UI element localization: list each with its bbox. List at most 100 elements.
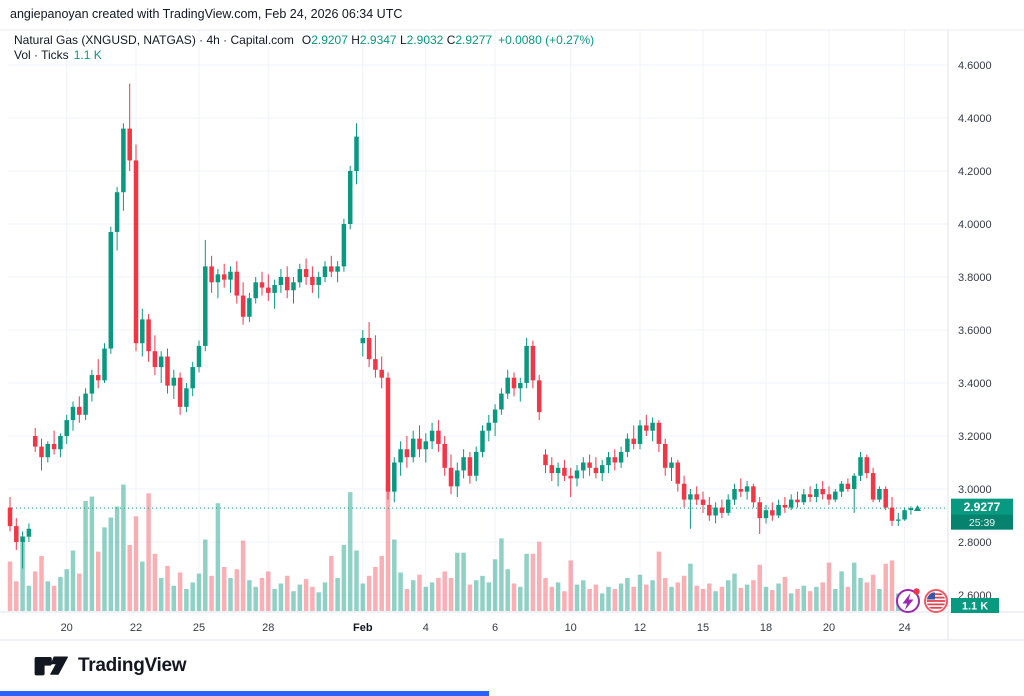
price-tick-label[interactable]: 4.6000: [958, 60, 992, 72]
close-key: C: [446, 33, 456, 47]
volume-indicator-value: 1.1 K: [73, 48, 102, 62]
time-tick-label[interactable]: 22: [130, 622, 142, 634]
volume-bar: [845, 586, 851, 611]
time-tick-label[interactable]: 6: [492, 622, 498, 634]
time-tick-label[interactable]: 25: [193, 622, 205, 634]
price-tick-label[interactable]: 3.2000: [958, 431, 992, 443]
candle-body: [77, 406, 82, 415]
time-tick-label[interactable]: 24: [898, 622, 910, 634]
volume-bar: [883, 563, 888, 611]
time-tick-label[interactable]: 28: [262, 622, 274, 634]
volume-bar: [278, 583, 284, 611]
candle-body: [228, 271, 233, 280]
volume-bar: [114, 506, 120, 611]
candle-body: [751, 486, 756, 503]
candle-body: [461, 457, 466, 471]
us-flag-icon[interactable]: [924, 589, 948, 613]
price-tick-label[interactable]: 4.0000: [958, 219, 992, 231]
volume-value-label: 1.1 K: [962, 601, 988, 613]
price-tick-label[interactable]: 2.8000: [958, 537, 992, 549]
price-tick-label[interactable]: 3.4000: [958, 378, 992, 390]
candle-body: [492, 409, 498, 423]
volume-bar: [272, 589, 277, 611]
candle-body: [650, 422, 655, 431]
price-tick-label[interactable]: 3.0000: [958, 484, 992, 496]
candle-body: [146, 319, 151, 352]
candle-body: [329, 266, 334, 272]
volume-bar: [524, 553, 529, 611]
tradingview-footer[interactable]: TradingView: [28, 652, 187, 680]
candle-body: [455, 470, 460, 487]
candle-body: [763, 510, 769, 519]
volume-bar: [209, 575, 214, 611]
volume-bar: [826, 562, 832, 611]
time-tick-label[interactable]: 4: [423, 622, 429, 634]
candle-body: [64, 420, 69, 436]
volume-bar: [801, 585, 807, 611]
time-tick-label[interactable]: 20: [823, 622, 835, 634]
candle-body: [322, 266, 328, 277]
volume-bar: [662, 578, 668, 611]
attribution-text: angiepanoyan created with TradingView.co…: [10, 7, 403, 21]
candle-body: [543, 454, 548, 466]
volume-bar: [851, 562, 857, 611]
candle-body: [574, 470, 580, 479]
candle-body: [240, 295, 246, 317]
volume-bar: [177, 572, 183, 611]
candle-body: [140, 319, 145, 344]
volume-bar: [152, 553, 158, 611]
volume-bar: [83, 501, 88, 611]
volume-bar: [467, 584, 473, 611]
candle-body: [310, 277, 315, 285]
candle-body: [896, 519, 901, 521]
price-tick-label[interactable]: 4.4000: [958, 113, 992, 125]
price-tick-label[interactable]: 3.6000: [958, 325, 992, 337]
time-tick-label[interactable]: 10: [565, 622, 577, 634]
volume-bar: [644, 584, 649, 611]
low-value: 2.9032: [406, 33, 444, 47]
economic-event-flash-icon[interactable]: [896, 588, 920, 613]
candle-body: [707, 504, 712, 516]
candle-body: [133, 160, 139, 344]
candle-body: [675, 462, 681, 484]
time-tick-label[interactable]: 18: [760, 622, 772, 634]
volume-bar: [770, 590, 775, 611]
candle-body: [215, 274, 221, 283]
time-tick-label[interactable]: 15: [697, 622, 709, 634]
volume-bar: [45, 581, 51, 611]
candle-body: [190, 367, 195, 389]
volume-bar: [650, 580, 655, 611]
volume-bar: [291, 591, 296, 611]
candle-body: [738, 489, 744, 492]
candle-body: [121, 128, 126, 193]
price-tick-label[interactable]: 4.2000: [958, 166, 992, 178]
volume-bar: [89, 496, 95, 611]
candle-body: [845, 483, 851, 489]
volume-bar: [631, 586, 636, 611]
volume-bar: [870, 574, 876, 611]
time-tick-label[interactable]: 20: [61, 622, 73, 634]
volume-bar: [681, 575, 687, 611]
volume-bar: [184, 589, 189, 611]
candle-body: [70, 406, 76, 421]
tradingview-logo-icon: [30, 656, 68, 676]
volume-bar: [108, 517, 114, 611]
volume-bar: [669, 586, 674, 611]
candle-body: [354, 136, 359, 171]
volume-indicator-title[interactable]: Vol · Ticks: [14, 48, 69, 62]
volume-bar: [543, 578, 548, 611]
price-tick-label[interactable]: 3.8000: [958, 272, 992, 284]
time-tick-label[interactable]: Feb: [353, 622, 373, 634]
volume-bar: [404, 589, 410, 611]
volume-bar: [889, 560, 895, 611]
symbol-title[interactable]: Natural Gas (XNGUSD, NATGAS) · 4h · Capi…: [14, 33, 294, 47]
volume-bar: [234, 569, 240, 611]
volume-bar: [247, 580, 252, 611]
time-tick-label[interactable]: 12: [634, 622, 646, 634]
volume-bar: [574, 584, 580, 611]
candle-body: [511, 377, 517, 389]
volume-bar: [102, 527, 107, 611]
candle-body: [700, 499, 706, 505]
volume-bar: [51, 585, 57, 611]
